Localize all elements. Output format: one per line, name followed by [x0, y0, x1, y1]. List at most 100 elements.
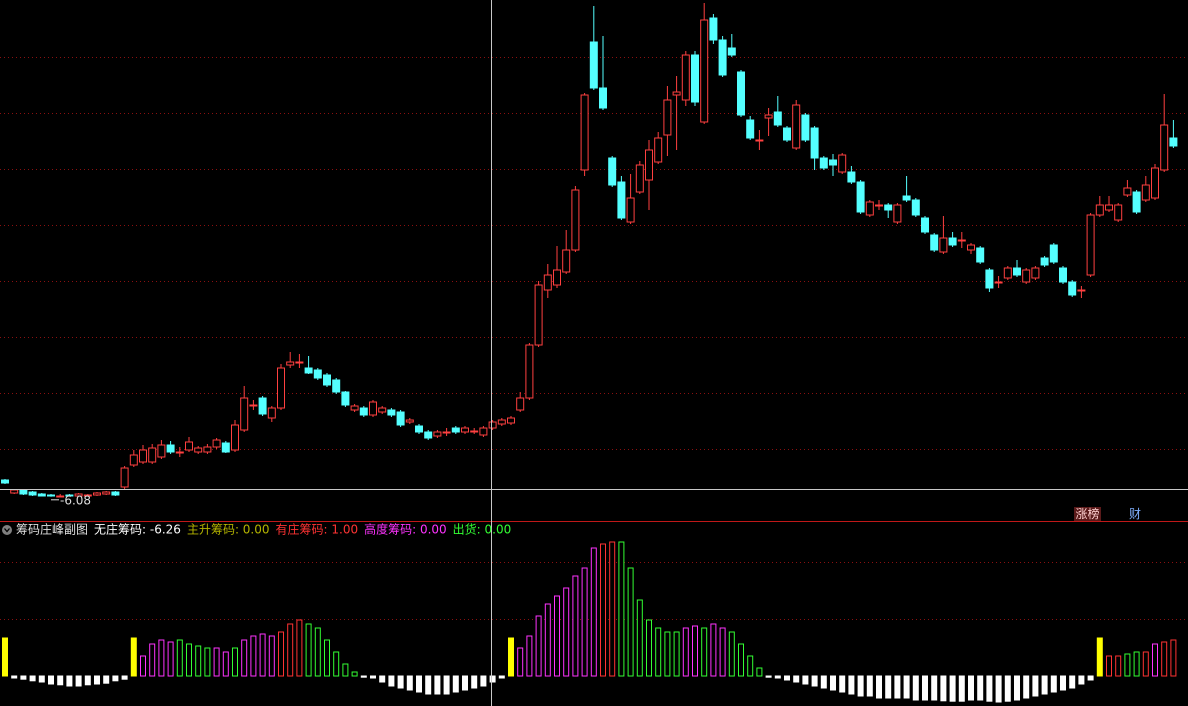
indicator-bar — [204, 647, 211, 677]
candle-body — [175, 451, 184, 454]
indicator-bar — [158, 639, 165, 677]
candle-body — [1151, 167, 1159, 199]
candle-body — [985, 269, 994, 289]
candle-body — [249, 404, 258, 407]
candle-body — [893, 204, 902, 223]
indicator-bar — [149, 643, 156, 677]
marks: -6.08 — [1, 3, 1178, 703]
candle-body — [645, 149, 653, 181]
indicator-bar — [968, 675, 974, 701]
candle-body — [424, 431, 433, 439]
indicator-bar — [1060, 675, 1066, 691]
indicator-bar — [351, 671, 358, 677]
indicator-bar — [222, 651, 229, 677]
indicator-bar — [664, 631, 671, 677]
indicator-bar — [140, 655, 146, 677]
indicator-bar — [581, 567, 588, 677]
indicator-bar — [425, 675, 432, 695]
candle-body — [534, 284, 543, 346]
candle-body — [28, 491, 37, 496]
candle-body — [865, 201, 874, 216]
indicator-bar — [655, 627, 662, 677]
candle-body — [120, 467, 129, 488]
indicator-bar — [66, 675, 73, 687]
indicator-bar — [1078, 675, 1085, 685]
indicator-bar — [75, 675, 82, 687]
collapse-icon[interactable] — [2, 525, 12, 535]
candle-body — [1031, 267, 1040, 279]
indicator-bar — [866, 675, 873, 697]
candle-body — [543, 274, 552, 291]
indicator-bar — [600, 543, 606, 677]
candle-body — [1141, 184, 1150, 201]
candle-body — [691, 54, 699, 103]
indicator-bar — [701, 627, 708, 677]
indicator-bar — [1161, 641, 1168, 677]
candle-body — [267, 407, 276, 419]
button-bg[interactable] — [1074, 507, 1101, 521]
legend-item: 主升筹码: 0.00 — [187, 523, 270, 537]
candle-body — [838, 154, 847, 173]
candle-body — [497, 419, 506, 425]
indicator-bar — [857, 675, 864, 697]
indicator-bar — [811, 675, 818, 687]
candle-body — [359, 407, 368, 416]
indicator-bar — [673, 631, 680, 677]
indicator-bar — [774, 675, 781, 679]
candle-body — [387, 409, 396, 416]
indicator-bar — [1023, 675, 1030, 699]
indicator-bar — [1096, 637, 1103, 677]
indicator-bar — [756, 667, 763, 677]
candle-body — [773, 111, 782, 126]
indicator-bar — [121, 675, 128, 680]
indicator-bar — [563, 587, 570, 677]
indicator-bar — [314, 627, 321, 677]
indicator-legend: 无庄筹码: -6.26 主升筹码: 0.00 有庄筹码: 1.00 高度筹码: 0.0… — [94, 522, 511, 537]
indicator-bar — [517, 647, 524, 677]
candle-body — [663, 99, 672, 136]
candle-body — [783, 127, 791, 141]
button[interactable]: 涨榜 — [1075, 506, 1099, 521]
indicator-bar — [784, 675, 790, 681]
indicator-bar — [986, 675, 993, 702]
candle-body — [185, 441, 193, 451]
candle-body — [166, 444, 175, 453]
indicator-bar — [434, 675, 441, 695]
candle-body — [93, 492, 101, 496]
indicator-bar — [1041, 675, 1048, 695]
indicator-bar — [94, 675, 100, 685]
candle-body — [709, 17, 718, 41]
candle-body — [1123, 187, 1132, 196]
candle-body — [902, 195, 911, 201]
indicator-bar — [112, 675, 119, 682]
indicator-bar — [287, 623, 294, 677]
indicator-bar — [738, 643, 744, 677]
indicator-bar — [646, 619, 652, 677]
candle-body — [488, 421, 497, 429]
indicator-bar — [57, 675, 64, 686]
candle-body — [599, 87, 607, 109]
indicator-bar — [719, 627, 726, 677]
indicator-bar — [176, 639, 183, 677]
indicator-bar — [590, 547, 597, 677]
candle-body — [967, 244, 975, 251]
indicator-bar — [379, 675, 386, 683]
candle-body — [258, 397, 267, 415]
candle-body — [875, 204, 883, 207]
candle-body — [948, 237, 957, 246]
candle-body — [553, 269, 561, 286]
indicator-bar — [903, 675, 910, 699]
indicator-bar — [1050, 675, 1057, 693]
candle-body — [921, 217, 929, 233]
candle-body — [10, 489, 19, 494]
button[interactable]: 财 — [1129, 507, 1141, 521]
candle-body — [203, 446, 212, 453]
candle-body — [672, 91, 681, 96]
candle-body — [56, 495, 65, 498]
candle-body — [617, 181, 626, 219]
indicator-bar — [324, 639, 330, 677]
candle-body — [277, 367, 285, 409]
indicator-bar — [636, 599, 643, 677]
indicator-bar — [682, 627, 689, 677]
